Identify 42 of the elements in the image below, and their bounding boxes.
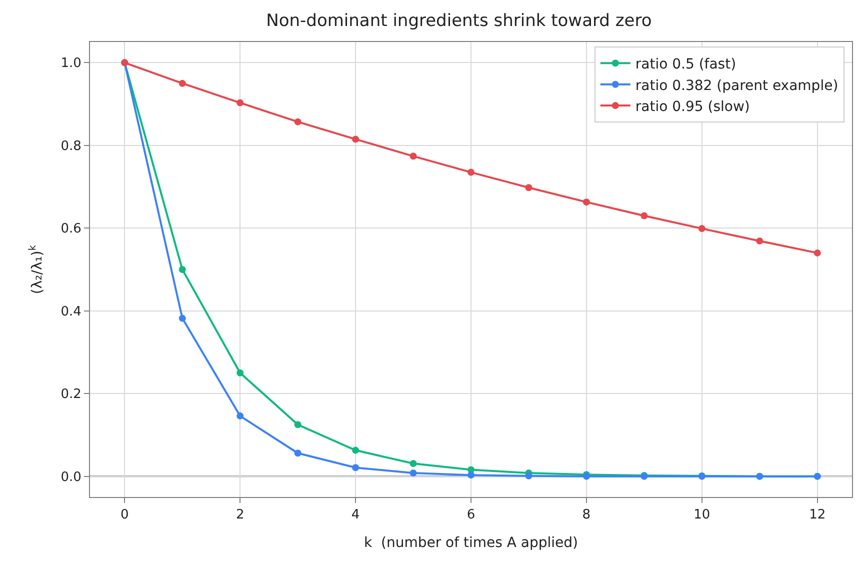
y-tick-label: 1.0 — [60, 56, 82, 72]
point — [756, 237, 764, 244]
point — [352, 446, 360, 454]
point — [698, 225, 706, 232]
point — [582, 198, 590, 206]
point — [178, 80, 186, 87]
x-tick-label: 6 — [466, 508, 476, 523]
x-tick-label: 10 — [694, 508, 710, 523]
point — [468, 168, 474, 176]
point — [410, 152, 417, 160]
point — [236, 412, 244, 420]
point — [468, 472, 474, 479]
x-tick-label: 2 — [236, 508, 244, 523]
point — [410, 460, 417, 467]
chart-title: Non-dominant ingredients shrink toward zero — [266, 11, 652, 32]
point — [236, 369, 244, 376]
point — [352, 136, 360, 143]
point — [236, 99, 244, 106]
point — [294, 118, 302, 126]
point — [178, 266, 186, 273]
point — [352, 464, 360, 472]
point — [294, 450, 302, 457]
x-tick-label: 8 — [582, 508, 591, 523]
point — [525, 184, 532, 192]
x-tick-label: 12 — [809, 508, 826, 523]
y-tick-label: 0.8 — [60, 138, 82, 154]
y-tick-label: 0.4 — [60, 304, 82, 320]
legend-label: ratio 0.95 (slow) — [635, 99, 750, 116]
y-tick-label: 0.6 — [60, 222, 82, 237]
point — [294, 421, 302, 428]
x-axis-title: k (number of times A applied) — [364, 534, 578, 551]
point — [814, 249, 821, 256]
y-tick-label: 0.2 — [60, 387, 82, 402]
point — [525, 472, 532, 480]
point — [640, 212, 648, 220]
x-tick-label: 4 — [351, 508, 360, 523]
x-tick-label: 0 — [120, 508, 129, 523]
point — [410, 470, 417, 477]
y-tick-label: 0.0 — [60, 470, 82, 485]
legend-label: ratio 0.382 (parent example) — [635, 78, 838, 94]
point — [178, 314, 186, 322]
legend-label: ratio 0.5 (fast) — [635, 56, 736, 73]
